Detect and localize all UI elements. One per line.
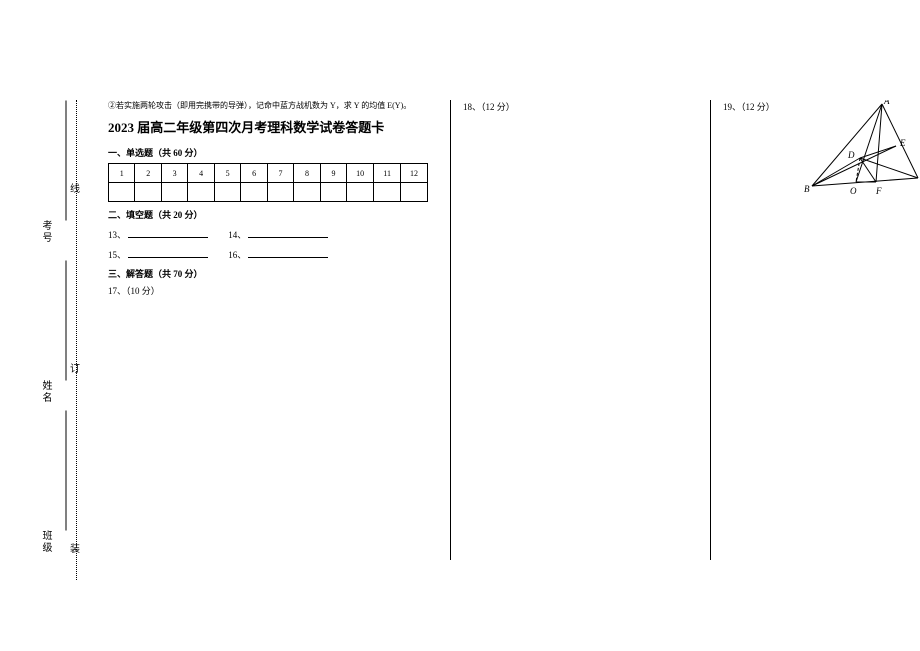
class-input-line[interactable]	[66, 411, 67, 531]
choice-answer-cell[interactable]	[161, 183, 187, 202]
svg-text:A: A	[883, 100, 890, 106]
binding-char-zhuang: 装	[70, 540, 80, 555]
choice-header-cell: 4	[188, 164, 214, 183]
section-choice-heading: 一、单选题（共 60 分）	[108, 146, 438, 159]
fill-q13-label: 13、	[108, 230, 126, 240]
choice-answer-cell[interactable]	[188, 183, 214, 202]
choice-header-cell: 8	[294, 164, 320, 183]
id-input-line[interactable]	[66, 101, 67, 221]
fill-q16-label: 16、	[228, 250, 246, 260]
choice-answer-cell[interactable]	[294, 183, 320, 202]
column-1: ②若实施两轮攻击（即用完携带的导弹），记命中蓝方战机数为 Y，求 Y 的均值 E…	[108, 100, 438, 580]
choice-header-cell: 5	[214, 164, 240, 183]
svg-text:E: E	[899, 138, 906, 148]
choice-answer-cell[interactable]	[109, 183, 135, 202]
fill-row-1: 13、 14、	[108, 227, 438, 241]
choice-answer-row	[109, 183, 428, 202]
choice-answer-cell[interactable]	[374, 183, 401, 202]
choice-header-cell: 12	[401, 164, 428, 183]
svg-text:D: D	[847, 150, 855, 160]
choice-header-cell: 7	[267, 164, 293, 183]
fill-q16-input[interactable]	[248, 247, 328, 258]
choice-header-cell: 2	[135, 164, 161, 183]
binding-char-ding: 订	[70, 360, 80, 375]
section-solve-heading: 三、解答题（共 70 分）	[108, 267, 438, 280]
binding-dotted-line	[76, 100, 77, 580]
q18-label: 18、（12 分）	[463, 100, 693, 113]
fill-q14-label: 14、	[228, 230, 246, 240]
fill-row-2: 15、 16、	[108, 247, 438, 261]
fill-q14-input[interactable]	[248, 227, 328, 238]
choice-answer-cell[interactable]	[267, 183, 293, 202]
choice-header-row: 1 2 3 4 5 6 7 8 9 10 11 12	[109, 164, 428, 183]
fill-q15-label: 15、	[108, 250, 126, 260]
choice-header-cell: 6	[241, 164, 267, 183]
choice-answer-cell[interactable]	[320, 183, 346, 202]
choice-answer-cell[interactable]	[135, 183, 161, 202]
geometry-diagram: ABCDEFO	[804, 100, 920, 200]
name-input-line[interactable]	[66, 261, 67, 381]
column-3: 19、（12 分） ABCDEFO	[710, 100, 920, 560]
choice-answer-cell[interactable]	[401, 183, 428, 202]
svg-text:O: O	[850, 186, 857, 196]
section-fill-heading: 二、填空题（共 20 分）	[108, 208, 438, 221]
choice-header-cell: 9	[320, 164, 346, 183]
binding-margin: 班级 姓名 考号 装 订 线	[8, 100, 88, 580]
column-2: 18、（12 分）	[450, 100, 693, 560]
binding-label-name: 姓名	[38, 380, 53, 404]
fill-q13-input[interactable]	[128, 227, 208, 238]
choice-header-cell: 1	[109, 164, 135, 183]
svg-text:F: F	[875, 186, 882, 196]
binding-label-id: 考号	[38, 220, 53, 244]
svg-text:B: B	[804, 184, 810, 194]
choice-table: 1 2 3 4 5 6 7 8 9 10 11 12	[108, 163, 428, 202]
choice-header-cell: 11	[374, 164, 401, 183]
choice-header-cell: 3	[161, 164, 187, 183]
fill-q15-input[interactable]	[128, 247, 208, 258]
choice-answer-cell[interactable]	[347, 183, 374, 202]
choice-answer-cell[interactable]	[214, 183, 240, 202]
choice-header-cell: 10	[347, 164, 374, 183]
binding-char-xian: 线	[70, 180, 80, 195]
q17-label: 17、（10 分）	[108, 284, 438, 297]
page-title: 2023 届高二年级第四次月考理科数学试卷答题卡	[108, 117, 438, 136]
binding-label-class: 班级	[38, 530, 53, 554]
top-note: ②若实施两轮攻击（即用完携带的导弹），记命中蓝方战机数为 Y，求 Y 的均值 E…	[108, 100, 438, 111]
choice-answer-cell[interactable]	[241, 183, 267, 202]
